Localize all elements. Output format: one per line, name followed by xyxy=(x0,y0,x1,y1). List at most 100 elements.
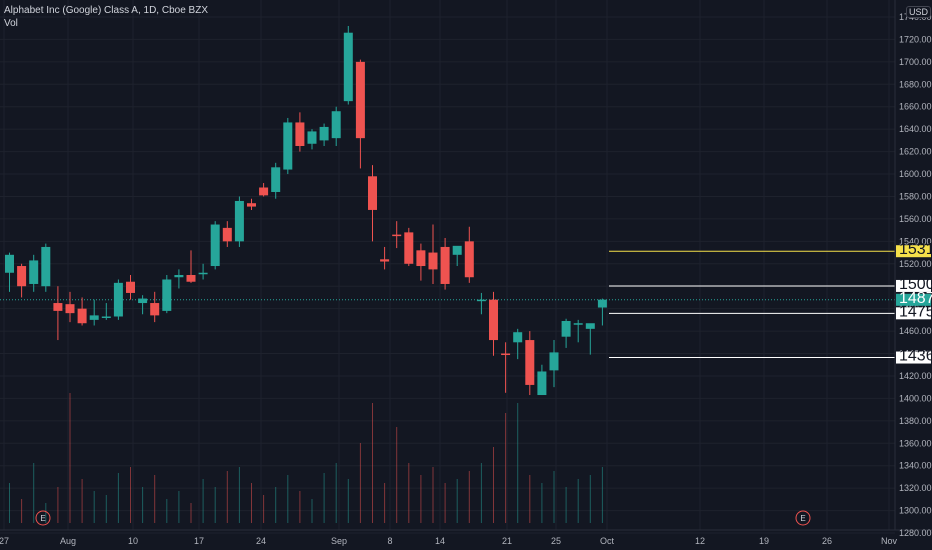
time-tick-label: 26 xyxy=(822,536,832,546)
price-axis-bg xyxy=(895,0,932,530)
price-levels xyxy=(0,250,895,359)
price-tick-label: 1640.00 xyxy=(899,124,932,134)
price-tick-label: 1520.00 xyxy=(899,259,932,269)
price-tick-label: 1580.00 xyxy=(899,191,932,201)
price-level-tag-bg xyxy=(896,351,931,364)
price-tick-label: 1540.00 xyxy=(899,236,932,246)
candle-body xyxy=(113,282,123,317)
time-tick-label: 19 xyxy=(759,536,769,546)
candle-body xyxy=(428,252,438,270)
candle-body xyxy=(295,122,305,146)
candle-body xyxy=(53,303,63,311)
time-tick-label: Oct xyxy=(600,536,615,546)
price-level-tag: 1531.21 xyxy=(899,241,932,258)
price-tags: 1531.21 1500.24 1475.84 1436.42 1487.90 xyxy=(896,241,932,365)
time-tick-label: 21 xyxy=(502,536,512,546)
candle-body xyxy=(126,281,135,293)
time-axis[interactable]: 27 Aug 10 17 24 Sep 8 14 21 25 Oct 12 19 26 Nov xyxy=(0,536,897,546)
price-level-tag-bg xyxy=(896,279,931,292)
time-tick-label: 12 xyxy=(695,536,705,546)
candle-body xyxy=(573,323,583,325)
candle-body xyxy=(513,332,523,343)
candle-body xyxy=(41,246,51,287)
price-tick-label: 1340.00 xyxy=(899,461,932,471)
price-tick-label: 1600.00 xyxy=(899,169,932,179)
currency-label[interactable]: USD xyxy=(906,6,932,18)
candle-body xyxy=(29,260,39,284)
candle-body xyxy=(234,200,244,242)
time-tick-label: 10 xyxy=(128,536,138,546)
time-tick-label: 14 xyxy=(435,536,445,546)
candle-body xyxy=(198,272,208,275)
price-tick-label: 1360.00 xyxy=(899,438,932,448)
candle-body xyxy=(162,279,172,311)
price-tick-label: 1460.00 xyxy=(899,326,932,336)
chart-legend: Alphabet Inc (Google) Class A, 1D, Cboe … xyxy=(4,4,208,30)
candle-body xyxy=(307,131,317,144)
earnings-marker-icon xyxy=(35,510,51,526)
time-tick-label: 17 xyxy=(194,536,204,546)
candle-body xyxy=(537,371,547,396)
volume-bars xyxy=(9,393,603,523)
candle-body xyxy=(17,266,27,287)
candle-body xyxy=(89,315,99,320)
price-tick-label: 1320.00 xyxy=(899,483,932,493)
candle-body xyxy=(259,187,269,196)
candle-body xyxy=(210,224,220,267)
time-tick-label: Sep xyxy=(331,536,347,546)
candle-body xyxy=(525,340,535,385)
candle-body xyxy=(464,241,474,278)
symbol-title[interactable]: Alphabet Inc (Google) Class A, 1D, Cboe … xyxy=(4,5,208,16)
candle-body xyxy=(416,250,426,267)
candle-body xyxy=(392,234,402,237)
candle-body xyxy=(476,299,486,302)
candle-body xyxy=(331,111,341,139)
candle-body xyxy=(138,298,148,304)
price-tick-label: 1380.00 xyxy=(899,416,932,426)
last-price-tag: 1487.90 xyxy=(899,290,932,307)
price-tick-label: 1620.00 xyxy=(899,147,932,157)
candle-body xyxy=(561,320,571,337)
price-tick-label: 1560.00 xyxy=(899,214,932,224)
candlesticks xyxy=(5,25,607,396)
candle-body xyxy=(501,353,511,356)
candle-body xyxy=(247,203,256,207)
price-level-tag: 1500.24 xyxy=(899,276,932,293)
candle-body xyxy=(440,246,450,284)
price-tick-label: 1280.00 xyxy=(899,528,932,538)
candle-body xyxy=(368,176,377,210)
candle-body xyxy=(150,303,160,316)
price-tick-label: 1400.00 xyxy=(899,393,932,403)
candle-body xyxy=(77,308,87,324)
candle-body xyxy=(174,275,184,278)
price-tick-label: 1720.00 xyxy=(899,34,932,44)
time-tick-label: Aug xyxy=(60,536,76,546)
candle-body xyxy=(271,167,281,192)
time-tick-label: Nov xyxy=(881,536,898,546)
time-tick-label: 8 xyxy=(387,536,392,546)
candle-body xyxy=(380,259,390,262)
candle-body xyxy=(5,254,14,273)
candle-body xyxy=(549,352,559,371)
candle-body xyxy=(597,299,607,308)
price-tick-label: 1700.00 xyxy=(899,57,932,67)
volume-label: Vol xyxy=(4,18,18,29)
price-level-tag: 1436.42 xyxy=(899,348,932,365)
candle-body xyxy=(452,245,462,255)
earnings-marker-icon xyxy=(795,510,811,526)
price-tick-label: 1660.00 xyxy=(899,102,932,112)
candle-body xyxy=(585,323,595,329)
price-level-tag: 1475.84 xyxy=(899,303,932,320)
time-tick-label: 24 xyxy=(256,536,266,546)
time-tick-label: 25 xyxy=(551,536,561,546)
price-tick-label: 1420.00 xyxy=(899,371,932,381)
candle-body xyxy=(355,61,365,139)
price-level-tag-bg xyxy=(896,245,931,258)
candle-body xyxy=(222,227,232,242)
candle-body xyxy=(283,122,293,170)
price-tick-label: 1300.00 xyxy=(899,506,932,516)
price-axis[interactable]: 1280.00 1300.00 1320.00 1340.00 1360.00 1380.… xyxy=(899,12,932,538)
time-tick-label: 27 xyxy=(0,536,9,546)
